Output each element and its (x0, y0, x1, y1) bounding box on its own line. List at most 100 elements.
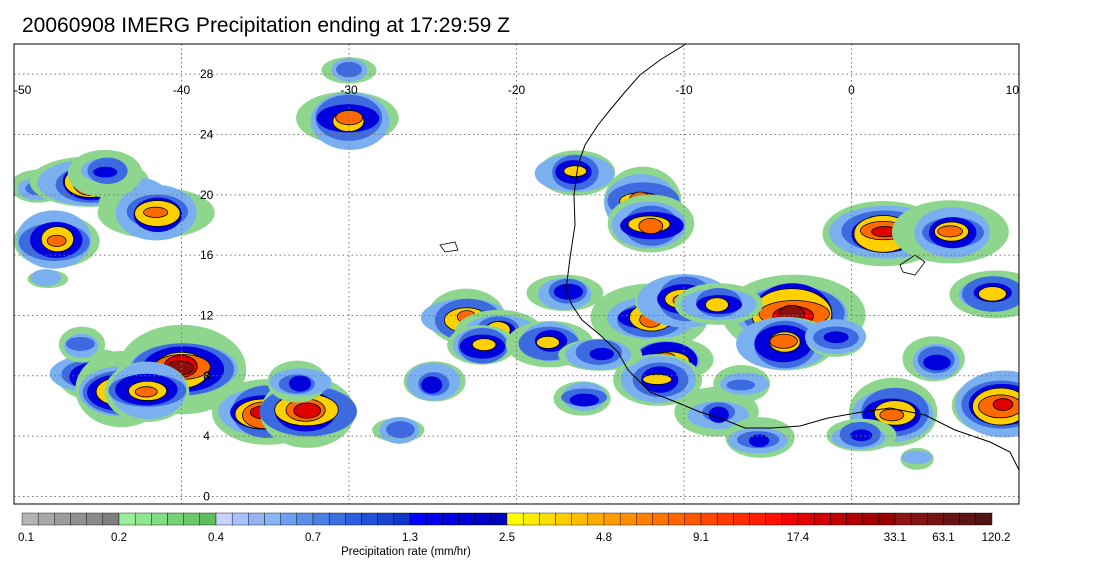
precip-cell (607, 194, 695, 253)
precip-cell (558, 338, 643, 371)
precip-cell (403, 361, 466, 402)
colorbar-swatch (813, 512, 831, 526)
precip-cell (27, 269, 69, 289)
colorbar-swatch (442, 512, 459, 526)
colorbar-swatch (393, 512, 411, 526)
precip-cell (321, 57, 377, 84)
colorbar-swatch (830, 512, 847, 526)
precip-contour (421, 376, 443, 394)
precip-contour (134, 386, 158, 398)
lat-tick-label: 4 (203, 429, 210, 443)
lat-tick-label: 0 (203, 489, 210, 503)
colorbar-swatch (700, 512, 718, 526)
colorbar-swatch (151, 512, 168, 526)
precip-contour (823, 331, 849, 344)
inland-lake-outline (899, 254, 926, 276)
precip-contour (93, 166, 118, 178)
precip-cell (296, 91, 399, 150)
precip-contour (642, 373, 673, 385)
precip-cell (14, 210, 100, 269)
colorbar-swatch (425, 512, 443, 526)
colorbar-swatch (409, 512, 427, 526)
precip-contour (705, 297, 729, 313)
precip-contour (563, 165, 587, 178)
inland-lake-outline-2 (439, 241, 459, 253)
precip-contour (726, 379, 756, 391)
colorbar-swatch (86, 512, 104, 526)
colorbar-tick-labels: 0.1 0.2 0.4 0.7 1.3 2.5 4.8 9.1 17.4 33.1 63.1 120.… (18, 532, 1010, 544)
precip-cell (674, 283, 763, 325)
lon-tick-label: -20 (508, 83, 526, 97)
precip-cell (447, 325, 517, 365)
colorbar-swatch (167, 512, 184, 526)
colorbar-swatch (636, 512, 653, 526)
precip-contour (536, 335, 560, 349)
precip-cell (891, 200, 1009, 264)
precip-contour (471, 338, 497, 352)
precip-contour (293, 402, 322, 419)
precip-contour (589, 347, 615, 361)
colorbar-swatch (894, 512, 912, 526)
lat-tick-label: 24 (200, 127, 214, 141)
precip-contour (708, 406, 729, 423)
colorbar-swatch (555, 512, 572, 526)
lon-tick-label: 10 (1006, 83, 1020, 97)
colorbar-tick-label: 4.8 (596, 532, 612, 544)
precip-contour (288, 375, 311, 392)
colorbar-tick-label: 2.5 (499, 532, 515, 544)
precip-contour (937, 225, 963, 238)
lon-tick-label: -30 (340, 83, 358, 97)
map-frame (13, 43, 1020, 505)
africa-coastline (565, 44, 1019, 471)
precip-cell (104, 361, 190, 423)
lat-tick-label: 20 (200, 188, 214, 202)
precip-contour (569, 393, 600, 407)
colorbar-swatch (118, 512, 136, 526)
colorbar-tick-label: 0.2 (111, 532, 127, 544)
precip-cell (534, 150, 616, 196)
colorbar-swatch (910, 512, 928, 526)
colorbar-swatch (37, 512, 55, 526)
precip-cell (826, 418, 897, 452)
precip-contour (336, 61, 362, 78)
colorbar-swatch (716, 512, 734, 526)
precip-contour (30, 269, 61, 287)
colorbar-swatch (587, 512, 605, 526)
map-grid (14, 44, 1019, 504)
page-title: 20060908 IMERG Precipitation ending at 1… (22, 14, 510, 37)
lon-tick-label: 0 (848, 83, 855, 97)
colorbar-swatch (506, 512, 524, 526)
colorbar-swatch (975, 512, 993, 526)
precip-contour (901, 450, 933, 464)
colorbar-tick-label: 0.4 (208, 532, 225, 544)
precip-contour (923, 354, 951, 371)
coastline-layer (439, 44, 1019, 471)
colorbar-swatch (102, 512, 120, 526)
colorbar-swatch (312, 512, 330, 526)
precip-contour (748, 434, 770, 448)
colorbar-swatch (781, 512, 799, 526)
colorbar-swatch (215, 512, 233, 526)
colorbar-swatch (474, 512, 492, 526)
colorbar-swatch (571, 512, 589, 526)
precip-cell (526, 274, 604, 312)
precip-contour (335, 110, 364, 126)
precip-contour (850, 429, 873, 442)
colorbar-swatch (749, 512, 766, 526)
precip-cell (67, 149, 143, 198)
colorbar-swatch (231, 512, 249, 526)
lat-tick-label: 28 (200, 67, 214, 81)
precip-cell (613, 354, 703, 406)
precip-contour (65, 336, 95, 351)
colorbar-swatch (684, 512, 702, 526)
colorbar-swatch (377, 512, 395, 526)
colorbar-tick-label: 33.1 (884, 532, 906, 544)
colorbar-swatch (328, 512, 346, 526)
colorbar-tick-label: 120.2 (982, 532, 1011, 544)
colorbar-tick-label: 9.1 (693, 532, 709, 544)
colorbar-swatch (619, 512, 637, 526)
colorbar-swatch (539, 512, 556, 526)
colorbar-swatch (21, 512, 39, 526)
